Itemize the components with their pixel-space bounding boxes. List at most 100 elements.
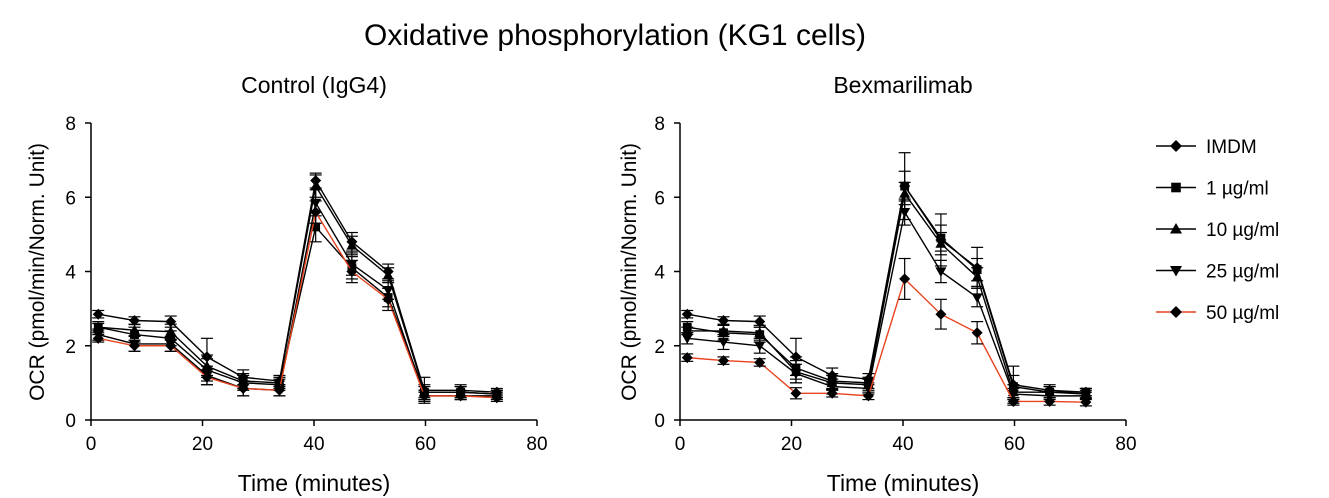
data-point [935,267,947,277]
x-tick-label: 40 [892,434,913,455]
y-axis-label-bexmarilimab: OCR (pmol/min/Norm. Unit) [618,143,641,401]
x-tick-label: 0 [86,434,97,455]
legend: IMDM 1 µg/ml 10 µg/ml 25 µg/ml 50 µg/ml [1156,137,1279,324]
legend-marker [1170,140,1182,152]
x-tick-label: 60 [415,434,436,455]
data-point [237,375,249,386]
y-tick-label: 8 [65,114,76,135]
data-point [491,392,503,404]
data-point [311,222,321,232]
data-point [1080,391,1092,402]
data-point [935,308,947,320]
series-25-ug-ml-control [92,189,503,403]
y-tick-label: 0 [65,411,76,432]
y-tick-label: 2 [65,337,76,358]
data-point [128,324,140,335]
y-axis-label-control: OCR (pmol/min/Norm. Unit) [26,143,49,401]
data-point [346,266,358,277]
data-point [1007,395,1019,407]
data-point [418,390,430,402]
data-point [754,316,766,328]
y-tick-label: 4 [654,263,665,284]
data-point [92,332,104,344]
data-point [273,384,285,396]
data-point [717,325,729,336]
data-point [201,360,213,371]
legend-label: 50 µg/ml [1206,303,1279,324]
series-10-ug-ml-bexmarilimab [681,181,1092,401]
data-point [790,387,802,399]
y-tick-label: 4 [65,263,76,284]
series-line [98,184,497,395]
y-tick-label: 8 [654,114,665,135]
legend-item-imdm: IMDM [1156,137,1257,158]
x-tick-label: 80 [526,434,547,455]
data-point [717,337,729,348]
data-point [754,341,766,352]
data-point [1044,395,1056,407]
legend-marker [1170,223,1182,234]
chart-title-control: Control (IgG4) [241,72,387,98]
data-point [1007,389,1019,400]
x-tick-label: 0 [675,434,686,455]
series-imdm-bexmarilimab [681,152,1092,404]
data-point [971,293,983,303]
legend-marker [1170,266,1182,277]
series-line [687,277,1086,403]
data-point [717,315,729,327]
data-point [790,369,802,380]
data-point [717,355,729,367]
x-tick-label: 80 [1115,434,1136,455]
series-line [687,191,1086,395]
series-line [687,184,1086,393]
series-line [687,210,1086,397]
series-line [98,210,497,399]
series-line [98,225,497,395]
chart-panel-control: Control (IgG4) Time (minutes) OCR (pmol/… [26,72,548,496]
series-25-ug-ml-bexmarilimab [681,198,1092,402]
data-point [826,387,838,399]
legend-marker [1170,306,1182,318]
data-point [310,180,322,191]
data-point [165,326,177,336]
legend-item-50-ug-ml: 50 µg/ml [1156,303,1279,324]
chart-panel-bexmarilimab: Bexmarilimab Time (minutes) OCR (pmol/mi… [618,72,1137,496]
series-1-ug-ml-bexmarilimab [681,170,1092,399]
y-tick-label: 0 [654,411,665,432]
data-point [128,340,140,352]
y-tick-label: 6 [65,188,76,209]
data-point [826,382,838,393]
y-tick-label: 2 [654,337,665,358]
data-point [237,382,249,394]
data-point [754,356,766,368]
legend-label: 10 µg/ml [1206,220,1279,241]
x-tick-label: 40 [303,434,324,455]
data-point [346,240,358,250]
data-point [128,315,140,327]
data-point [754,327,766,337]
series-50-ug-ml-control [92,200,503,404]
data-point [899,207,911,218]
data-point [681,334,693,344]
legend-item-25-ug-ml: 25 µg/ml [1156,262,1279,283]
data-point [310,206,322,218]
data-point [862,390,874,402]
data-point [201,371,213,383]
legend-item-1-ug-ml: 1 µg/ml [1156,179,1269,200]
legend-label: IMDM [1206,137,1257,158]
data-point [681,352,693,364]
data-point [899,188,911,198]
series-50-ug-ml-bexmarilimab [681,257,1092,408]
data-point [92,308,104,320]
data-point [971,271,983,282]
x-tick-label: 20 [781,434,802,455]
legend-label: 1 µg/ml [1206,179,1269,200]
x-axis-label-bexmarilimab: Time (minutes) [827,470,980,496]
x-tick-label: 60 [1004,434,1025,455]
x-axis-label-control: Time (minutes) [238,470,391,496]
legend-item-10-ug-ml: 10 µg/ml [1156,220,1279,241]
data-point [935,238,947,248]
data-point [165,340,177,352]
data-point [382,293,394,305]
data-point [971,327,983,339]
